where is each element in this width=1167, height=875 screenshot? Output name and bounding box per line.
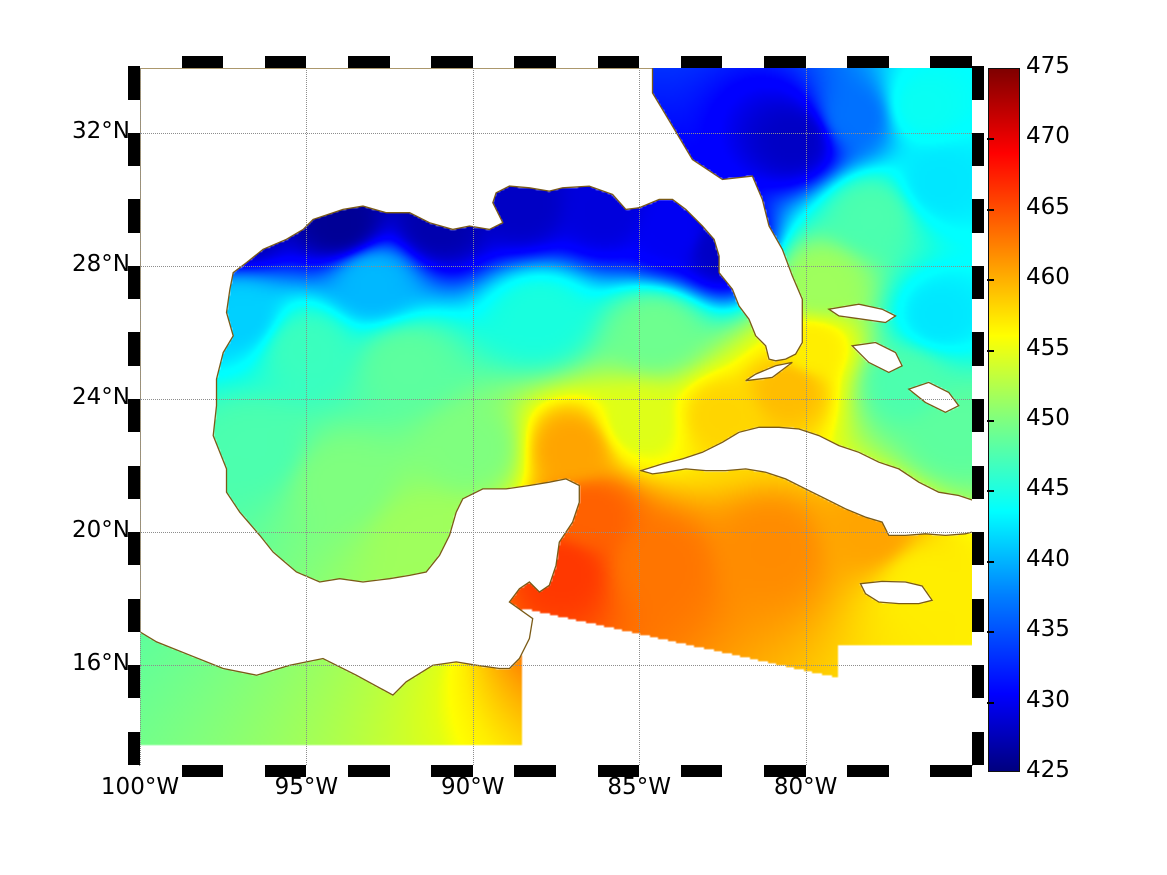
- colorbar-tick-3: [987, 279, 994, 282]
- x-tick-label-0: 100°W: [100, 774, 180, 800]
- colorbar-tick-1: [987, 138, 994, 141]
- colorbar-tick-label-5: 450: [1026, 405, 1070, 431]
- frame-right-4: [972, 598, 984, 632]
- frame-right-12: [972, 332, 984, 366]
- y-tick-label-4: 16°N: [72, 650, 130, 677]
- frame-top-8: [472, 56, 515, 68]
- colorbar-tick-label-3: 460: [1026, 264, 1070, 291]
- colorbar: 475 470 465 460 455 450 445 440 435 430 425: [987, 53, 1070, 783]
- frame-right-11: [972, 365, 984, 400]
- colorbar-tick-2: [987, 208, 994, 211]
- y-tick-label-3: 20°N: [72, 517, 130, 544]
- frame-right-14: [972, 265, 984, 300]
- landmass-jamaica: [859, 580, 934, 605]
- frame-top-17: [847, 56, 889, 68]
- frame-right-10: [972, 399, 984, 433]
- landmass-baha1: [827, 303, 897, 324]
- y-tick-label-2: 24°N: [72, 384, 130, 411]
- frame-top-1: [181, 56, 224, 68]
- frame-right-17: [972, 166, 984, 200]
- colorbar-tick-4: [987, 349, 994, 352]
- frame-top-13: [680, 56, 723, 68]
- frame-right-5: [972, 565, 984, 599]
- frame-right-1: [972, 698, 984, 732]
- frame-right-16: [972, 199, 984, 233]
- frame-left-0: [128, 731, 140, 765]
- frame-top-6: [389, 56, 432, 68]
- frame-top-3: [264, 56, 307, 68]
- frame-top-14: [722, 56, 764, 68]
- x-tick-label-3: 85°W: [607, 774, 671, 800]
- colorbar-tick-8: [987, 631, 994, 634]
- frame-left-9: [128, 432, 140, 466]
- colorbar-tick-label-6: 445: [1026, 475, 1070, 502]
- frame-left-5: [128, 565, 140, 599]
- colorbar-tick-6: [987, 490, 994, 493]
- frame-top-11: [597, 56, 640, 68]
- landmass-cuba: [638, 426, 972, 537]
- frame-bottom-19: [930, 765, 972, 777]
- landmass-baha3: [907, 381, 960, 414]
- frame-right-7: [972, 498, 984, 533]
- colorbar-tick-label-1: 470: [1026, 123, 1070, 150]
- coastline-layer: [140, 68, 972, 696]
- frame-left-17: [128, 166, 140, 200]
- map-axes: [140, 68, 972, 765]
- frame-right-18: [972, 132, 984, 167]
- frame-top-0: [140, 56, 182, 68]
- frame-left-12: [128, 332, 140, 366]
- frame-top-19: [930, 56, 972, 68]
- frame-right-20: [972, 66, 984, 100]
- frame-right-8: [972, 465, 984, 499]
- colorbar-tick-9: [987, 701, 994, 704]
- colorbar-tick-7: [987, 560, 994, 563]
- frame-top-2: [223, 56, 265, 68]
- frame-top-4: [306, 56, 348, 68]
- colorbar-tick-label-0: 475: [1026, 53, 1070, 79]
- x-tick-label-1: 95°W: [274, 774, 339, 800]
- colorbar-tick-label-10: 425: [1026, 757, 1070, 783]
- x-tick-label-4: 80°W: [773, 774, 838, 800]
- frame-left-20: [128, 66, 140, 100]
- frame-right-6: [972, 532, 984, 566]
- y-tick-label-0: 32°N: [72, 117, 130, 144]
- frame-left-4: [128, 598, 140, 632]
- frame-top-7: [431, 56, 473, 68]
- frame-top-10: [556, 56, 598, 68]
- landmass-usmex: [140, 68, 803, 696]
- frame-left-1: [128, 698, 140, 732]
- frame-right-0: [972, 731, 984, 765]
- frame-top-18: [888, 56, 931, 68]
- frame-left-13: [128, 299, 140, 333]
- landmass-baha2: [850, 341, 903, 374]
- frame-top-12: [639, 56, 681, 68]
- frame-right-2: [972, 665, 984, 699]
- colorbar-tick-5: [987, 420, 994, 422]
- frame-bottom-18: [888, 765, 931, 777]
- frame-left-8: [128, 465, 140, 499]
- colorbar-gradient: [988, 68, 1020, 772]
- colorbar-tick-label-8: 435: [1026, 616, 1070, 643]
- frame-top-15: [764, 56, 806, 68]
- frame-left-16: [128, 199, 140, 233]
- frame-right-13: [972, 299, 984, 333]
- frame-right-19: [972, 99, 984, 133]
- frame-top-9: [514, 56, 556, 68]
- y-tick-label-1: 28°N: [72, 250, 130, 277]
- x-tick-label-2: 90°W: [441, 774, 505, 800]
- frame-right-9: [972, 432, 984, 466]
- colorbar-tick-label-2: 465: [1026, 193, 1070, 220]
- colorbar-tick-label-7: 440: [1026, 545, 1070, 572]
- frame-right-3: [972, 631, 984, 666]
- landmass-florida_keys: [745, 361, 793, 382]
- colorbar-tick-label-9: 430: [1026, 686, 1070, 713]
- colorbar-tick-label-4: 455: [1026, 334, 1070, 361]
- frame-top-16: [805, 56, 848, 68]
- frame-right-15: [972, 232, 984, 266]
- frame-top-5: [348, 56, 390, 68]
